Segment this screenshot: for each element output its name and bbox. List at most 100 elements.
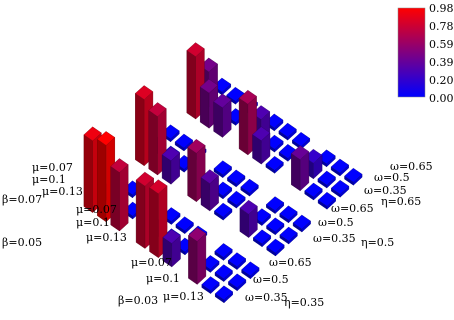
bar-face-top: [214, 243, 233, 258]
bar-face-left: [188, 235, 198, 285]
bar: [200, 169, 219, 212]
bar: [330, 158, 350, 177]
colorbar-tick: 0.39: [429, 56, 454, 69]
mu-label: μ=0.07: [32, 161, 73, 174]
eta-label: η=0.65: [381, 195, 421, 208]
bar: [240, 178, 259, 197]
bar-face-top: [241, 261, 260, 277]
bar: [228, 273, 247, 292]
bar: [227, 252, 247, 271]
bar: [161, 146, 181, 185]
bar-face-right: [196, 233, 207, 285]
bar: [188, 227, 207, 285]
bar-face-left: [110, 166, 120, 232]
bar-face-top: [161, 146, 181, 162]
bar-face-top: [279, 226, 298, 242]
bar: [252, 126, 271, 165]
bar-face-left: [238, 97, 249, 156]
bar-face-top: [149, 179, 168, 194]
bar-face-top: [175, 216, 194, 231]
bar-face-top: [317, 170, 336, 186]
bar: [174, 133, 194, 152]
bar: [227, 169, 246, 188]
bar-face-top: [213, 93, 232, 109]
bar-face-left: [135, 93, 145, 167]
bar: [214, 243, 233, 261]
beta-label: β=0.05: [2, 236, 42, 249]
bar: [252, 229, 272, 248]
bar-face-top: [187, 139, 206, 154]
omega-label: ω=0.5: [374, 171, 410, 184]
bar: [227, 190, 246, 209]
bar: [213, 160, 232, 179]
bar-face-top: [186, 42, 205, 57]
colorbar-tick: 0.00: [429, 92, 454, 105]
mu-label: μ=0.1: [146, 272, 180, 285]
bar-face-top: [135, 171, 155, 187]
bar-face-top: [278, 144, 297, 159]
bar: [330, 179, 350, 198]
colorbar-tick: 0.20: [429, 74, 454, 87]
bar: [344, 167, 363, 186]
bar: [304, 182, 323, 201]
colorbar: 0.98 0.78 0.59 0.39 0.20 0.00: [397, 2, 454, 105]
omega-label: ω=0.65: [331, 202, 374, 215]
bar-face-top: [330, 158, 350, 174]
mu-label: μ=0.13: [86, 231, 127, 244]
bar-face-left: [149, 187, 159, 259]
bar-face-top: [239, 199, 258, 215]
bar-face-left: [187, 146, 197, 203]
bar: [292, 214, 311, 233]
bar: [265, 156, 284, 174]
omega-label: ω=0.65: [390, 160, 433, 173]
beta-label: β=0.03: [118, 294, 158, 307]
bar: [278, 122, 297, 141]
bar-face-left: [83, 134, 93, 213]
bar-face-top: [279, 205, 298, 221]
bar-face-top: [162, 229, 181, 244]
bar-face-left: [291, 153, 301, 192]
bar-face-top: [214, 285, 234, 301]
bar: [214, 264, 233, 283]
mu-label: μ=0.07: [76, 203, 117, 216]
bar-face-top: [252, 229, 272, 245]
bar-face-top: [266, 217, 285, 233]
bar-face-top: [188, 227, 207, 242]
omega-label: ω=0.35: [364, 184, 407, 197]
bar: [175, 216, 194, 235]
colorbar-tick: 0.98: [429, 2, 454, 15]
bar: [265, 196, 285, 215]
bar: [239, 199, 258, 239]
bar-face-top: [330, 179, 350, 195]
mu-label: μ=0.1: [32, 173, 66, 186]
bar: [110, 158, 129, 232]
eta-label: η=0.35: [284, 296, 324, 309]
bar: [162, 229, 181, 268]
bar-face-top: [304, 182, 323, 198]
bar-face-top: [265, 156, 284, 171]
bar-face-top: [252, 126, 271, 141]
bar-face-top: [290, 145, 310, 160]
bar-face-top: [278, 122, 297, 138]
omega-label: ω=0.5: [253, 273, 289, 286]
eta-label: η=0.5: [361, 236, 394, 249]
bar-face-top: [200, 169, 219, 184]
colorbar-frame: [397, 7, 426, 98]
colorbar-gradient: [398, 8, 425, 97]
bar-face-top: [199, 78, 219, 94]
bar: [290, 145, 310, 192]
bar-face-top: [292, 214, 311, 230]
bar-face-top: [83, 126, 102, 142]
bar: [213, 93, 232, 138]
bar: [266, 238, 285, 257]
axis-labels-layer: μ=0.07μ=0.1μ=0.13β=0.07μ=0.07μ=0.1μ=0.13…: [2, 160, 433, 309]
bar-face-top: [96, 131, 116, 146]
bar-face-top: [214, 202, 233, 218]
bar-face-top: [227, 252, 247, 267]
bar-face-top: [134, 85, 154, 100]
bar: [149, 179, 168, 259]
bar-face-top: [214, 264, 233, 279]
bar-face-top: [344, 167, 363, 183]
bar-face-right: [119, 164, 129, 232]
